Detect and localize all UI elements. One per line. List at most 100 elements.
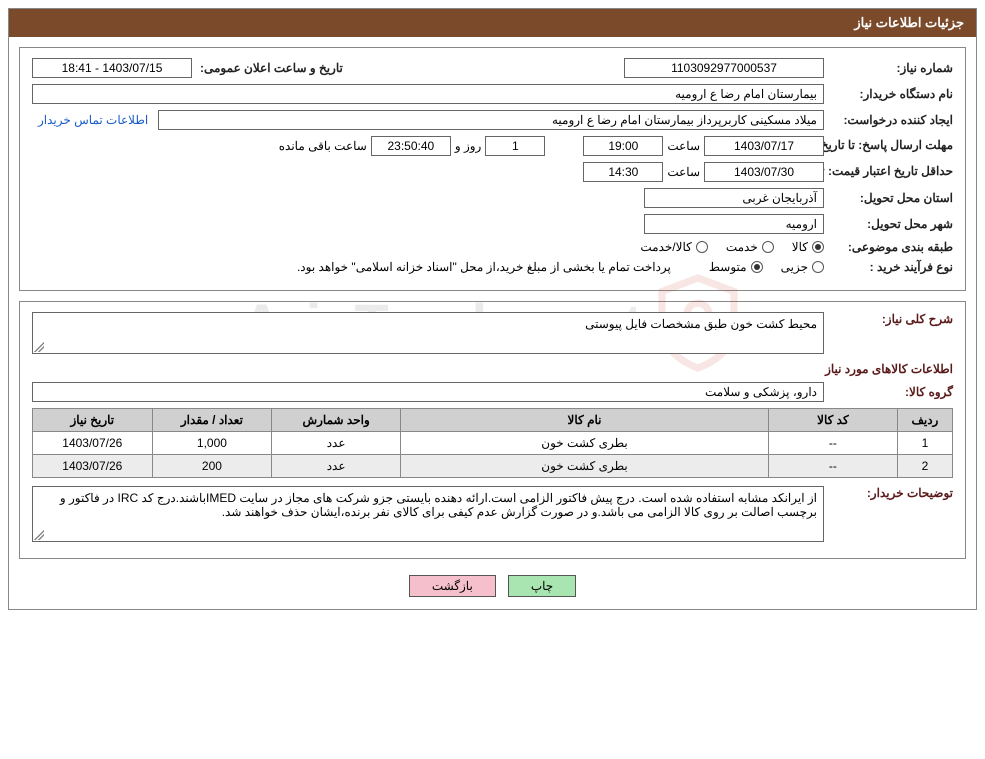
- table-header-cell: تعداد / مقدار: [152, 409, 272, 432]
- table-cell: بطری کشت خون: [401, 455, 769, 478]
- items-table: ردیفکد کالانام کالاواحد شمارشتعداد / مقد…: [32, 408, 953, 478]
- table-cell: --: [769, 455, 898, 478]
- radio-label: کالا/خدمت: [640, 240, 691, 254]
- row-city: شهر محل تحویل: ارومیه: [32, 214, 953, 234]
- table-row: 1--بطری کشت خونعدد1,0001403/07/26: [33, 432, 953, 455]
- requester-label: ایجاد کننده درخواست:: [828, 113, 953, 127]
- day-and-label: روز و: [455, 139, 482, 153]
- table-cell: 1403/07/26: [33, 455, 153, 478]
- row-classification: طبقه بندی موضوعی: کالا خدمت کالا/خدمت: [32, 240, 953, 254]
- remain-time-field: 23:50:40: [371, 136, 451, 156]
- panel-body: AriaTender.net شماره نیاز: 1103092977000…: [9, 37, 976, 609]
- process-radio-group: جزیی متوسط: [709, 260, 824, 274]
- remain-suffix: ساعت باقی مانده: [279, 139, 367, 153]
- table-cell: 1,000: [152, 432, 272, 455]
- table-header-row: ردیفکد کالانام کالاواحد شمارشتعداد / مقد…: [33, 409, 953, 432]
- resize-grip-icon[interactable]: [34, 530, 44, 540]
- main-panel: جزئیات اطلاعات نیاز AriaTender.net شماره…: [8, 8, 977, 610]
- class-radio-option[interactable]: کالا: [792, 240, 824, 254]
- back-button[interactable]: بازگشت: [409, 575, 496, 597]
- buyer-field: بیمارستان امام رضا ع ارومیه: [32, 84, 824, 104]
- row-overall-desc: شرح کلی نیاز: محیط کشت خون طبق مشخصات فا…: [32, 312, 953, 354]
- need-no-field: 1103092977000537: [624, 58, 824, 78]
- class-radio-group: کالا خدمت کالا/خدمت: [640, 240, 824, 254]
- validity-label-1: حداقل تاریخ اعتبار قیمت:: [828, 164, 953, 178]
- radio-icon: [751, 261, 763, 273]
- overall-desc-textarea[interactable]: محیط کشت خون طبق مشخصات فایل پیوستی: [32, 312, 824, 354]
- row-process: نوع فرآیند خرید : جزیی متوسط پرداخت تمام …: [32, 260, 953, 274]
- table-cell: عدد: [272, 455, 401, 478]
- table-cell: 2: [897, 455, 952, 478]
- resize-grip-icon[interactable]: [34, 342, 44, 352]
- announce-field: 1403/07/15 - 18:41: [32, 58, 192, 78]
- buyer-label: نام دستگاه خریدار:: [828, 87, 953, 101]
- province-label: استان محل تحویل:: [828, 191, 953, 205]
- button-row: چاپ بازگشت: [19, 569, 966, 599]
- table-cell: بطری کشت خون: [401, 432, 769, 455]
- panel-title: جزئیات اطلاعات نیاز: [854, 15, 964, 30]
- table-cell: 200: [152, 455, 272, 478]
- deadline-time-field: 19:00: [583, 136, 663, 156]
- desc-section: شرح کلی نیاز: محیط کشت خون طبق مشخصات فا…: [19, 301, 966, 559]
- buyer-note-text: از ایرانکد مشابه استفاده شده است. درج پی…: [60, 491, 817, 519]
- table-header-cell: کد کالا: [769, 409, 898, 432]
- table-body: 1--بطری کشت خونعدد1,0001403/07/262--بطری…: [33, 432, 953, 478]
- radio-label: خدمت: [726, 240, 758, 254]
- table-header-cell: نام کالا: [401, 409, 769, 432]
- table-cell: 1: [897, 432, 952, 455]
- city-field: ارومیه: [644, 214, 824, 234]
- process-note: پرداخت تمام یا بخشی از مبلغ خرید،از محل …: [297, 260, 671, 274]
- table-row: 2--بطری کشت خونعدد2001403/07/26: [33, 455, 953, 478]
- group-label: گروه کالا:: [828, 385, 953, 399]
- deadline-label: مهلت ارسال پاسخ: تا تاریخ:: [828, 139, 953, 152]
- row-need-no: شماره نیاز: 1103092977000537 تاریخ و ساع…: [32, 58, 953, 78]
- row-deadline: مهلت ارسال پاسخ: تا تاریخ: 1403/07/17 سا…: [32, 136, 953, 156]
- process-label: نوع فرآیند خرید :: [828, 260, 953, 274]
- class-radio-option[interactable]: خدمت: [726, 240, 774, 254]
- radio-label: جزیی: [781, 260, 808, 274]
- buyer-note-textarea[interactable]: از ایرانکد مشابه استفاده شده است. درج پی…: [32, 486, 824, 542]
- radio-icon: [762, 241, 774, 253]
- table-cell: --: [769, 432, 898, 455]
- row-province: استان محل تحویل: آذربایجان غربی: [32, 188, 953, 208]
- radio-icon: [812, 241, 824, 253]
- time-word-1: ساعت: [667, 139, 700, 153]
- group-field: دارو، پزشکی و سلامت: [32, 382, 824, 402]
- class-radio-option[interactable]: کالا/خدمت: [640, 240, 707, 254]
- process-radio-option[interactable]: متوسط: [709, 260, 763, 274]
- radio-icon: [696, 241, 708, 253]
- panel-header: جزئیات اطلاعات نیاز: [9, 9, 976, 37]
- need-no-label: شماره نیاز:: [828, 61, 953, 75]
- radio-label: متوسط: [709, 260, 747, 274]
- city-label: شهر محل تحویل:: [828, 217, 953, 231]
- row-group: گروه کالا: دارو، پزشکی و سلامت: [32, 382, 953, 402]
- validity-date-field: 1403/07/30: [704, 162, 824, 182]
- buyer-note-label: توضیحات خریدار:: [828, 486, 953, 500]
- buyer-contact-link[interactable]: اطلاعات تماس خریدار: [32, 113, 154, 127]
- announce-label: تاریخ و ساعت اعلان عمومی:: [196, 61, 343, 75]
- time-word-2: ساعت: [667, 165, 700, 179]
- table-header-cell: ردیف: [897, 409, 952, 432]
- province-field: آذربایجان غربی: [644, 188, 824, 208]
- table-header-cell: واحد شمارش: [272, 409, 401, 432]
- row-buyer: نام دستگاه خریدار: بیمارستان امام رضا ع …: [32, 84, 953, 104]
- table-cell: عدد: [272, 432, 401, 455]
- deadline-label-1: مهلت ارسال پاسخ:: [858, 138, 953, 152]
- deadline-date-field: 1403/07/17: [704, 136, 824, 156]
- row-validity: حداقل تاریخ اعتبار قیمت: تا تاریخ: 1403/…: [32, 162, 953, 182]
- validity-label: حداقل تاریخ اعتبار قیمت: تا تاریخ:: [828, 165, 953, 178]
- overall-desc-label: شرح کلی نیاز:: [828, 312, 953, 326]
- table-header-cell: تاریخ نیاز: [33, 409, 153, 432]
- row-buyer-note: توضیحات خریدار: از ایرانکد مشابه استفاده…: [32, 486, 953, 542]
- info-section: شماره نیاز: 1103092977000537 تاریخ و ساع…: [19, 47, 966, 291]
- class-label: طبقه بندی موضوعی:: [828, 240, 953, 254]
- items-title: اطلاعات کالاهای مورد نیاز: [32, 362, 953, 376]
- remain-days-field: 1: [485, 136, 545, 156]
- radio-label: کالا: [792, 240, 808, 254]
- process-radio-option[interactable]: جزیی: [781, 260, 824, 274]
- overall-desc-text: محیط کشت خون طبق مشخصات فایل پیوستی: [585, 317, 817, 331]
- validity-time-field: 14:30: [583, 162, 663, 182]
- print-button[interactable]: چاپ: [508, 575, 576, 597]
- radio-icon: [812, 261, 824, 273]
- row-requester: ایجاد کننده درخواست: میلاد مسکینی کاربرپ…: [32, 110, 953, 130]
